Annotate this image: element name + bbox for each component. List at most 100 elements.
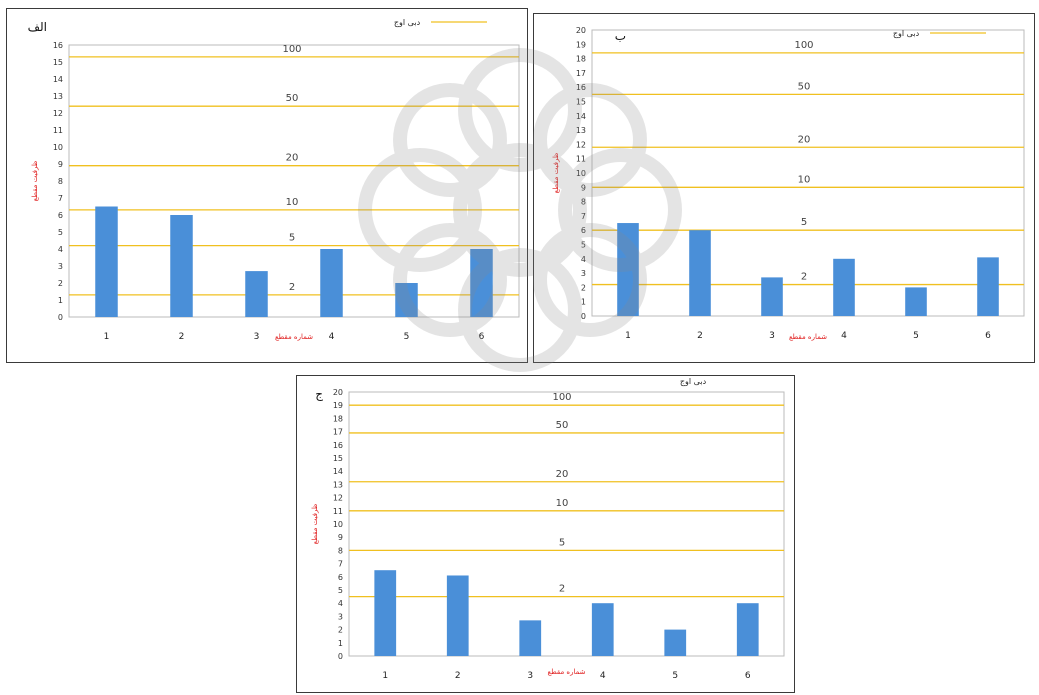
bar (95, 207, 118, 318)
y-tick-label: 17 (333, 428, 343, 437)
y-tick-label: 7 (58, 194, 63, 203)
chart-panel-a: 0 1 2 3 4 5 6 7 8 9 10 11 12 13 14 15 16 100 50 20 10 5 2 1 2 3 4 5… (6, 8, 528, 363)
return-period-label: 10 (556, 498, 569, 509)
panel-label: ب (615, 29, 626, 43)
y-tick-label: 16 (576, 83, 586, 92)
return-period-label: 2 (801, 272, 807, 283)
plot-area-frame (349, 392, 784, 656)
return-period-label: 20 (286, 153, 299, 164)
y-axis-title: ظرفیت مقطع (311, 503, 319, 544)
x-tick-label: 6 (479, 332, 485, 342)
x-tick-label: 4 (329, 332, 335, 342)
y-tick-label: 12 (576, 140, 586, 149)
x-tick-label: 2 (455, 671, 461, 681)
legend-label: دبی اوج (680, 377, 707, 386)
y-tick-label: 4 (58, 245, 63, 254)
y-tick-label: 3 (338, 612, 343, 621)
bar (245, 271, 268, 317)
bar (737, 603, 759, 656)
y-tick-label: 9 (581, 183, 586, 192)
y-tick-label: 6 (338, 573, 343, 582)
x-tick-label: 2 (697, 331, 703, 341)
bar (374, 570, 396, 656)
return-period-label: 2 (289, 282, 295, 293)
y-tick-label: 13 (333, 480, 343, 489)
y-tick-label: 13 (576, 126, 586, 135)
return-period-label: 20 (556, 469, 569, 480)
y-tick-label: 5 (581, 241, 586, 250)
y-tick-label: 2 (581, 283, 586, 292)
y-tick-label: 4 (338, 599, 343, 608)
bar (905, 287, 927, 316)
y-tick-label: 9 (338, 533, 343, 542)
y-tick-label: 16 (53, 41, 63, 50)
y-tick-label: 11 (333, 507, 343, 516)
y-tick-label: 16 (333, 441, 343, 450)
x-tick-label: 5 (913, 331, 919, 341)
y-tick-label: 10 (53, 143, 63, 152)
y-axis-title: ظرفیت مقطع (31, 160, 39, 201)
y-tick-label: 11 (576, 155, 586, 164)
x-axis-title: شماره مقطع (547, 668, 585, 676)
legend-label: دبی اوج (893, 29, 920, 38)
y-tick-label: 15 (53, 58, 63, 67)
plot-area-frame (69, 45, 519, 317)
plot-area-frame (592, 30, 1024, 316)
y-tick-label: 10 (333, 520, 343, 529)
y-tick-label: 8 (338, 546, 343, 555)
y-tick-label: 11 (53, 126, 63, 135)
y-tick-label: 2 (58, 279, 63, 288)
y-tick-label: 12 (53, 109, 63, 118)
x-tick-label: 3 (769, 331, 775, 341)
y-tick-label: 1 (581, 298, 586, 307)
y-tick-label: 15 (576, 98, 586, 107)
x-tick-label: 3 (527, 671, 533, 681)
y-axis-title: ظرفیت مقطع (552, 152, 560, 193)
bar (761, 277, 783, 316)
y-tick-label: 12 (333, 494, 343, 503)
return-period-label: 2 (559, 584, 565, 595)
return-period-label: 50 (556, 420, 569, 431)
y-tick-label: 3 (581, 269, 586, 278)
return-period-label: 50 (286, 93, 299, 104)
y-tick-label: 8 (58, 177, 63, 186)
return-period-label: 5 (801, 217, 807, 228)
x-tick-label: 4 (841, 331, 847, 341)
chart-panel-b: 0 1 2 3 4 5 6 7 8 9 10 11 12 13 14 15 16 17 18 19 20 100 50 20 1… (533, 13, 1035, 363)
x-tick-label: 5 (672, 671, 678, 681)
y-tick-label: 14 (576, 112, 586, 121)
return-period-label: 5 (289, 233, 295, 244)
x-tick-label: 1 (382, 671, 388, 681)
y-tick-label: 0 (581, 312, 586, 321)
y-tick-label: 7 (581, 212, 586, 221)
y-tick-label: 1 (58, 296, 63, 305)
x-tick-label: 5 (404, 332, 410, 342)
x-tick-label: 6 (985, 331, 991, 341)
bar (170, 215, 193, 317)
bar (833, 259, 855, 316)
y-tick-label: 18 (576, 55, 586, 64)
y-tick-label: 18 (333, 414, 343, 423)
y-tick-label: 6 (58, 211, 63, 220)
return-period-label: 100 (282, 44, 301, 55)
x-axis-title: شماره مقطع (789, 333, 827, 341)
x-tick-label: 2 (179, 332, 185, 342)
y-tick-label: 14 (333, 467, 343, 476)
y-tick-label: 2 (338, 626, 343, 635)
chart-panel-c: 0 1 2 3 4 5 6 7 8 9 10 11 12 13 14 15 16 17 18 19 20 100 50 20 1… (296, 375, 795, 693)
bar (977, 257, 999, 316)
bar (664, 630, 686, 656)
legend-label: دبی اوج (394, 18, 421, 27)
bar (320, 249, 343, 317)
chart-svg-b: 0123456789101112131415161718192010050201… (534, 14, 1034, 362)
y-tick-label: 14 (53, 75, 63, 84)
x-tick-label: 1 (625, 331, 631, 341)
y-tick-label: 20 (333, 388, 343, 397)
return-period-label: 5 (559, 537, 565, 548)
y-tick-label: 5 (338, 586, 343, 595)
x-tick-label: 6 (745, 671, 751, 681)
x-tick-label: 1 (104, 332, 110, 342)
x-tick-label: 4 (600, 671, 606, 681)
